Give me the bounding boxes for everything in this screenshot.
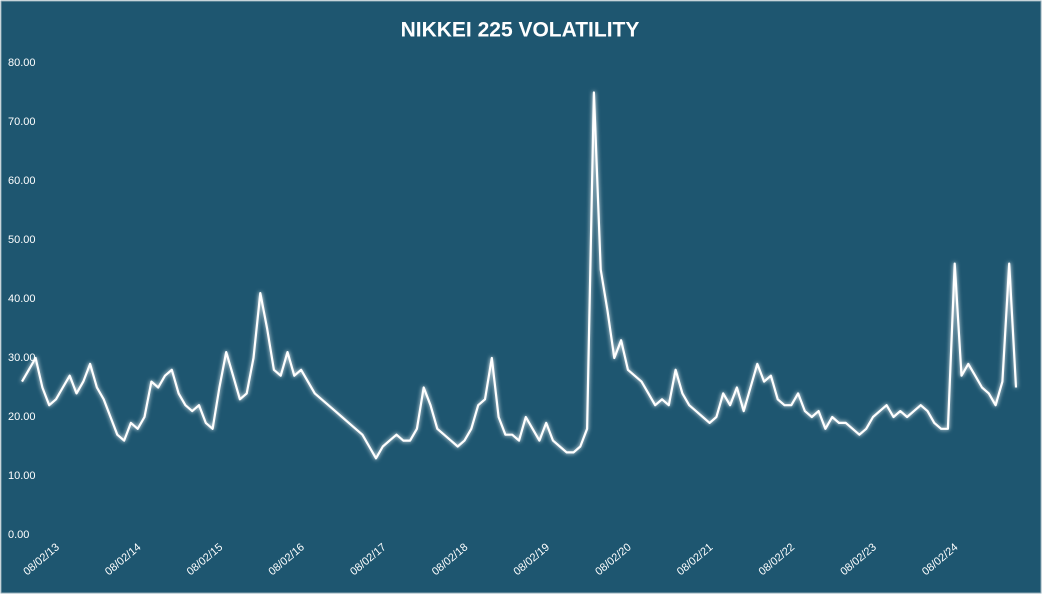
y-tick-label: 50.00 (8, 234, 36, 246)
chart-title: NIKKEI 225 VOLATILITY (401, 19, 640, 42)
y-tick-label: 60.00 (8, 175, 36, 187)
y-tick-label: 0.00 (8, 529, 29, 541)
y-tick-label: 20.00 (8, 411, 36, 423)
y-tick-label: 30.00 (8, 352, 36, 364)
y-tick-label: 80.00 (8, 57, 36, 69)
line (21, 91, 1018, 460)
y-tick-label: 70.00 (8, 116, 36, 128)
y-tick-label: 40.00 (8, 293, 36, 305)
y-tick-label: 10.00 (8, 470, 36, 482)
